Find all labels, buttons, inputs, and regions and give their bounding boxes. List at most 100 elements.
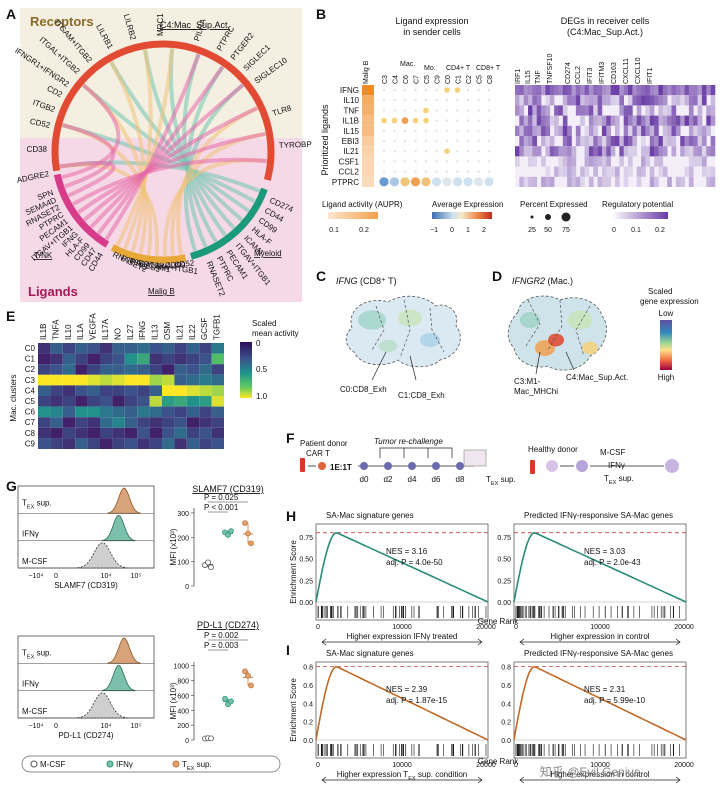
panelB-deg-cell bbox=[636, 176, 642, 187]
panelG-top-point bbox=[248, 540, 254, 547]
panelB-deg-cell bbox=[671, 85, 677, 96]
panelG-top-hist-xtick: 0 bbox=[54, 573, 58, 580]
panelG-top-hist-xtick: 10⁵ bbox=[131, 573, 142, 580]
panelB-dot bbox=[487, 150, 491, 153]
panelB-dot bbox=[454, 87, 461, 93]
panelE-cell bbox=[100, 417, 113, 428]
panelE-cell bbox=[38, 353, 51, 365]
panelC-cell: (CD8⁺ T) bbox=[358, 276, 397, 286]
panelB-deg-gene: IFITM3 bbox=[599, 62, 606, 84]
panelB-deg-cell bbox=[597, 95, 603, 106]
panelB-deg-cell bbox=[693, 146, 698, 157]
panelB-deg-cell bbox=[688, 85, 694, 96]
panelB-dot bbox=[435, 129, 438, 132]
panelE-legend-bar bbox=[240, 342, 252, 398]
panelB-dot bbox=[435, 88, 438, 92]
chord-link bbox=[72, 157, 267, 206]
panelB-deg-cell bbox=[549, 85, 555, 96]
panelB-deg-cell bbox=[584, 156, 590, 167]
panelB-deg-cell bbox=[567, 85, 572, 96]
panelB-deg-cell bbox=[671, 146, 677, 157]
panelE-cell bbox=[149, 364, 162, 375]
panelE-cell bbox=[112, 353, 125, 365]
panelB-deg-cell bbox=[532, 136, 538, 147]
panelG-top-point bbox=[242, 520, 248, 527]
panelE-cell bbox=[62, 406, 76, 418]
panelE-cell bbox=[50, 406, 63, 418]
panelG-bottom-ytick: 400 bbox=[177, 708, 189, 715]
chord-link bbox=[59, 160, 116, 198]
panelH-right-nes: NES = 3.03 bbox=[584, 547, 626, 556]
panelH-left-ytick: 0.00 bbox=[299, 600, 313, 607]
panelB-deg-cell bbox=[601, 156, 607, 167]
panelE-cell bbox=[124, 374, 138, 386]
panelB-dot bbox=[382, 129, 386, 132]
panel-letter-I: I bbox=[286, 642, 290, 658]
panelB-title-deg-2: (C4:Mac_Sup.Act.) bbox=[567, 27, 643, 37]
panelB-deg-cell bbox=[615, 85, 620, 96]
panelB-deg-cell bbox=[649, 95, 655, 106]
panelB-dot bbox=[403, 160, 407, 163]
panelE-cell bbox=[124, 427, 138, 439]
panelE-cell bbox=[174, 438, 187, 449]
panelB-deg-cell bbox=[658, 146, 664, 157]
panelB-deg-cell bbox=[697, 156, 703, 167]
panelB-cluster-label: C6 bbox=[403, 75, 410, 84]
receptor-arc bbox=[51, 40, 275, 181]
panelB-deg-cell bbox=[523, 95, 529, 106]
panelB-dot bbox=[487, 99, 491, 102]
panelB-deg-cell bbox=[680, 146, 685, 157]
panelB-deg-cell bbox=[649, 176, 655, 187]
panelB-deg-cell bbox=[706, 85, 711, 96]
panelE-cell bbox=[62, 417, 76, 428]
panelE-cell bbox=[38, 438, 51, 449]
panelI-left-ytick: 0.2 bbox=[303, 720, 313, 727]
panelB-deg-cell bbox=[662, 95, 668, 106]
panelB-legend-activity-title: Ligand activity (AUPR) bbox=[322, 200, 403, 209]
panelF-day-label: d6 bbox=[432, 475, 441, 484]
panelB-legend-expr-tick: 0 bbox=[450, 227, 454, 234]
panelE-cell bbox=[50, 438, 63, 449]
panelB-deg-cell bbox=[549, 136, 555, 147]
panelB-dot bbox=[393, 160, 396, 163]
panelB-dot bbox=[403, 170, 407, 173]
panelB-deg-cell bbox=[593, 105, 598, 116]
panelE-cell bbox=[174, 417, 187, 428]
panelB-deg-cell bbox=[580, 95, 585, 106]
panelB-deg-cell bbox=[632, 136, 638, 147]
panelI-left-ytick: 0.0 bbox=[303, 738, 313, 745]
panelB-dot bbox=[466, 150, 470, 153]
panel-letter-C: C bbox=[316, 268, 327, 284]
panelB-deg-cell bbox=[697, 115, 703, 126]
panelB-dot bbox=[414, 88, 417, 92]
panelB-activity-cell bbox=[362, 146, 374, 157]
panelE-row-label: C8 bbox=[25, 429, 36, 438]
panelB-deg-cell bbox=[515, 95, 520, 106]
panelB-dot bbox=[382, 150, 386, 153]
panelE-cell bbox=[87, 374, 100, 386]
panelB-deg-cell bbox=[528, 115, 533, 126]
panelB-deg-cell bbox=[710, 136, 716, 147]
panelB-title-ligand-2: in sender cells bbox=[403, 27, 461, 37]
panelI-right-ytick: 0.6 bbox=[501, 683, 511, 690]
panelB-deg-cell bbox=[675, 176, 681, 187]
panelE-cell bbox=[124, 406, 138, 418]
chord-link bbox=[109, 60, 146, 253]
panelB-deg-cell bbox=[532, 105, 538, 116]
panelB-deg-cell bbox=[680, 95, 685, 106]
panelB-legend-activity-tick: 0.2 bbox=[359, 227, 369, 234]
panelB-dot bbox=[487, 129, 491, 132]
panelB-deg-cell bbox=[684, 95, 690, 106]
panelB-deg-cell bbox=[558, 125, 564, 136]
panelB-deg-cell bbox=[580, 85, 585, 96]
panelG-bottom-ytick: 800 bbox=[177, 679, 189, 686]
panelH-right-direction-arrow bbox=[519, 638, 681, 646]
panelB-dot bbox=[391, 117, 398, 124]
panelE-cell bbox=[162, 406, 175, 418]
panelF-tex-sup-label-base: T bbox=[486, 475, 491, 484]
panelB-deg-cell bbox=[571, 95, 577, 106]
panelE-cell bbox=[211, 353, 224, 365]
panelC-label-c0: C0:CD8_Exh bbox=[340, 385, 387, 394]
panelF-tex-sup-label-sub: EX bbox=[491, 481, 499, 487]
